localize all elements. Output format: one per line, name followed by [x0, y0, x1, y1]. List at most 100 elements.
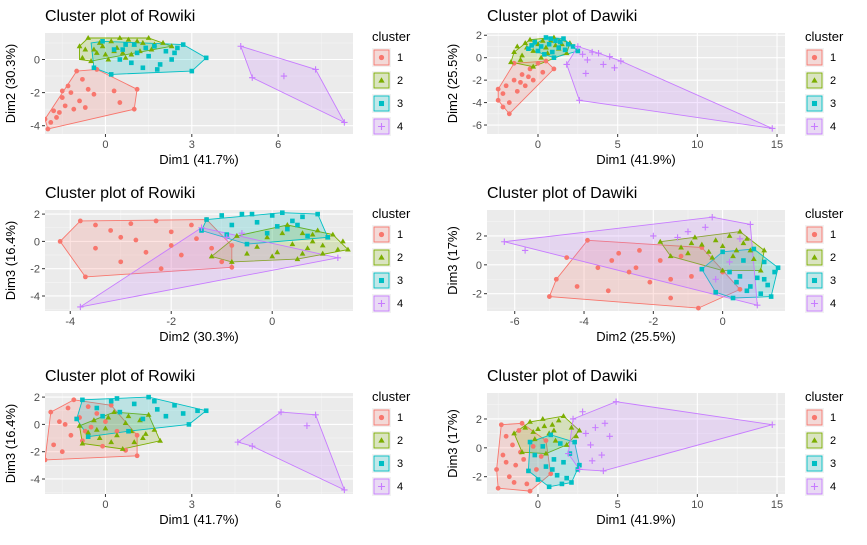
cluster-1-point	[56, 110, 62, 115]
x-tick-label: 15	[771, 499, 783, 511]
cluster-4-point	[600, 467, 607, 475]
cluster-2-point	[76, 43, 83, 49]
legend-key-4	[805, 294, 824, 313]
cluster-3-point	[114, 396, 120, 401]
cluster-3-point	[163, 48, 169, 54]
legend-key-2	[805, 248, 824, 267]
cluster-1-point	[637, 248, 642, 253]
cluster-4-point	[569, 415, 577, 423]
cluster-2-point	[96, 39, 103, 45]
cluster-2-point	[131, 439, 138, 445]
cluster-2-point	[304, 245, 311, 251]
cluster-3-point	[751, 246, 757, 252]
cluster-3-point	[572, 439, 577, 445]
cluster-plot-2: 0 5 10 15 -6 -4 -2 0 2 Cluster plot of Dawiki Dim1…	[445, 8, 844, 167]
cluster-2-point	[151, 426, 158, 432]
cluster-2-point	[279, 230, 286, 236]
cluster-1-point	[513, 462, 519, 468]
cluster-2-point	[340, 238, 346, 244]
legend-label-3: 3	[397, 458, 403, 470]
cluster-2-point	[125, 36, 132, 42]
cluster-1-point	[59, 88, 65, 94]
cluster-3-point	[249, 211, 255, 217]
cluster-1-point	[133, 237, 139, 243]
cluster-1-point	[543, 438, 549, 444]
y-tick-label: 0	[34, 236, 40, 248]
cluster-2-point	[289, 241, 296, 247]
legend-key-4	[372, 477, 391, 496]
cluster-1-point	[516, 428, 522, 433]
cluster-2-point	[740, 240, 747, 246]
cluster-3-point	[761, 259, 767, 265]
x-tick-label: 0	[720, 316, 726, 328]
cluster-plot-1: 0 3 6 -4 -2 0 Cluster plot of Rowiki Dim1 (41.7…	[3, 8, 411, 167]
legend-key-3	[805, 271, 824, 290]
cluster-4-point	[726, 258, 733, 266]
cluster-2-point	[79, 54, 86, 60]
y-tick-label: 0	[34, 54, 40, 66]
cluster-1-point	[498, 422, 504, 428]
cluster-4-point	[312, 411, 319, 419]
cluster-1-point	[94, 411, 100, 416]
legend-key-2-marker	[811, 77, 818, 83]
cluster-1-point	[689, 273, 694, 279]
cluster-4-point	[249, 443, 256, 450]
cluster-4-point	[587, 441, 594, 449]
cluster-2-point	[244, 250, 250, 256]
cluster-4-point	[601, 420, 609, 427]
cluster-1-point	[503, 459, 509, 465]
legend-key-3	[805, 94, 824, 113]
legend-title: cluster	[372, 29, 411, 44]
legend-key-1	[372, 225, 391, 244]
cluster-3-point	[765, 282, 770, 288]
cluster-3-point	[123, 42, 128, 47]
cluster-2-point	[157, 437, 163, 443]
cluster-2-point	[299, 230, 306, 236]
y-tick-label: -4	[30, 474, 40, 486]
cluster-2-point	[82, 46, 89, 52]
cluster-3-point	[80, 397, 85, 403]
cluster-3-point	[154, 67, 160, 72]
cluster-3-point	[157, 62, 163, 67]
cluster-1-point	[77, 98, 82, 104]
cluster-4-hull	[236, 411, 346, 491]
cluster-3-point	[195, 408, 200, 414]
cluster-1-point	[521, 456, 527, 462]
cluster-1-point	[511, 60, 517, 66]
cluster-4-point	[592, 424, 599, 431]
cluster-3-point	[189, 68, 195, 74]
cluster-4-point	[238, 230, 246, 237]
cluster-1-point	[153, 218, 159, 224]
cluster-3-point	[542, 52, 547, 57]
cluster-1-point	[526, 74, 531, 80]
cluster-3-point	[561, 36, 566, 41]
cluster-3-point	[175, 45, 180, 51]
cluster-1-point	[616, 250, 622, 256]
cluster-2-point	[119, 49, 126, 55]
cluster-3-point	[540, 444, 546, 449]
cluster-2-point	[140, 39, 146, 45]
cluster-4-point	[588, 48, 596, 56]
cluster-4-point	[611, 64, 618, 71]
cluster-1-point	[71, 397, 77, 403]
plot-data	[45, 394, 348, 494]
cluster-1-point	[80, 76, 85, 82]
cluster-3-point	[100, 38, 105, 44]
x-axis-label: Dim1 (41.7%)	[159, 512, 238, 527]
cluster-3-point	[108, 72, 114, 77]
cluster-4-point	[582, 70, 590, 77]
cluster-2-point	[761, 247, 768, 253]
cluster-2-point	[228, 258, 235, 264]
cluster-1-point	[168, 229, 174, 235]
cluster-1-point	[62, 103, 68, 109]
legend-key-4	[805, 477, 824, 496]
cluster-1-point	[45, 126, 51, 132]
cluster-4-point	[736, 235, 744, 243]
cluster-3-point	[559, 481, 565, 487]
cluster-2-point	[102, 51, 109, 57]
cluster-1-point	[548, 471, 554, 477]
cluster-1-point	[68, 90, 74, 96]
cluster-1-point	[503, 433, 509, 439]
x-axis-label: Dim2 (30.3%)	[159, 329, 238, 344]
plot-data	[501, 214, 781, 311]
